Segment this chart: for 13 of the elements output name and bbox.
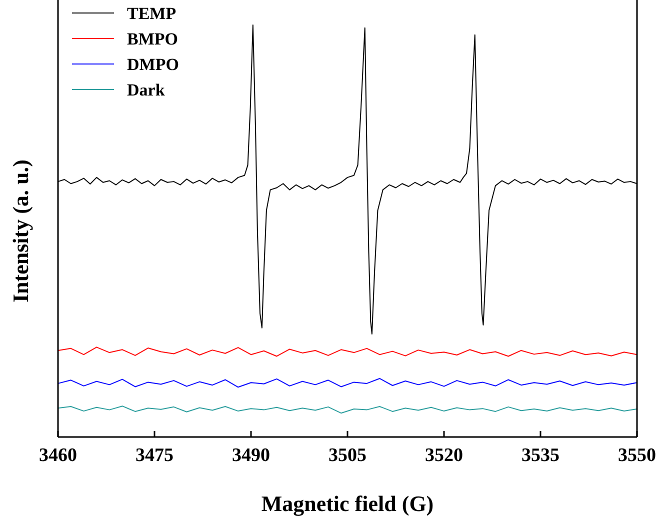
- x-tick-label: 3505: [328, 445, 366, 466]
- x-tick-label: 3460: [39, 445, 77, 466]
- x-tick-label: 3535: [522, 445, 560, 466]
- x-tick-label: 3475: [136, 445, 174, 466]
- legend-label: DMPO: [127, 55, 179, 74]
- legend-label: BMPO: [127, 30, 178, 48]
- legend-label: Dark: [127, 80, 166, 100]
- x-tick-label: 3520: [425, 445, 463, 466]
- x-axis-title: Magnetic field (G): [261, 491, 434, 516]
- y-axis-title: Intensity (a. u.): [8, 159, 33, 303]
- x-tick-label: 3550: [618, 445, 656, 466]
- x-tick-label: 3490: [232, 445, 270, 466]
- legend-label: TEMP: [127, 4, 176, 23]
